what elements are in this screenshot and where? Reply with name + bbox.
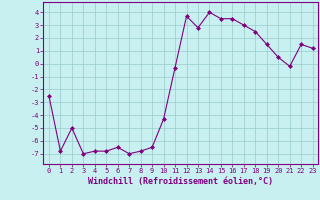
X-axis label: Windchill (Refroidissement éolien,°C): Windchill (Refroidissement éolien,°C) bbox=[88, 177, 273, 186]
